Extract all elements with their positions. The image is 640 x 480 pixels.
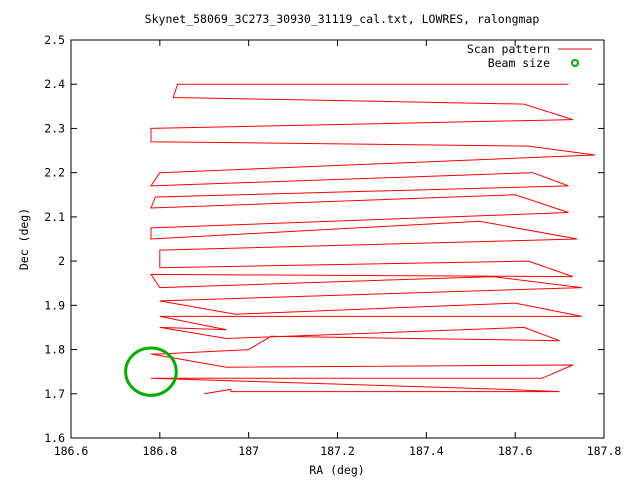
- x-tick-label: 187.2: [320, 444, 355, 458]
- x-tick-label: 187.4: [409, 444, 444, 458]
- x-axis: 186.6 186.8 187 187.2 187.4 187.6 187.8: [54, 40, 622, 458]
- y-tick-label: 2: [58, 254, 65, 268]
- y-tick-label: 1.6: [44, 431, 65, 445]
- x-axis-label: RA (deg): [309, 463, 364, 477]
- y-tick-label: 2.5: [44, 33, 65, 47]
- y-axis: 1.6 1.7 1.8 1.9 2 2.1 2.2 2.3 2.4 2.5: [44, 33, 604, 445]
- beam-size-circle: [124, 346, 178, 397]
- x-tick-label: 186.6: [54, 444, 89, 458]
- x-tick-label: 187.8: [587, 444, 622, 458]
- chart-title: Skynet_58069_3C273_30930_31119_cal.txt, …: [145, 12, 540, 26]
- y-tick-label: 2.1: [44, 210, 65, 224]
- x-tick-label: 186.8: [143, 444, 178, 458]
- y-tick-label: 2.4: [44, 77, 65, 91]
- legend-swatch-beam: [571, 59, 579, 67]
- beam-size-series: [124, 346, 178, 397]
- x-tick-label: 187: [238, 444, 259, 458]
- legend-label-scan: Scan pattern: [467, 42, 550, 56]
- scan-pattern-series: [150, 83, 596, 395]
- y-tick-label: 2.3: [44, 121, 65, 135]
- y-tick-label: 1.9: [44, 298, 65, 312]
- y-axis-label: Dec (deg): [17, 208, 31, 270]
- y-tick-label: 2.2: [44, 166, 65, 180]
- legend-label-beam: Beam size: [488, 56, 550, 70]
- y-tick-label: 1.7: [44, 387, 65, 401]
- legend: Scan pattern Beam size: [467, 42, 592, 70]
- scan-pattern-line: [150, 83, 596, 395]
- y-tick-label: 1.8: [44, 343, 65, 357]
- x-tick-label: 187.6: [498, 444, 533, 458]
